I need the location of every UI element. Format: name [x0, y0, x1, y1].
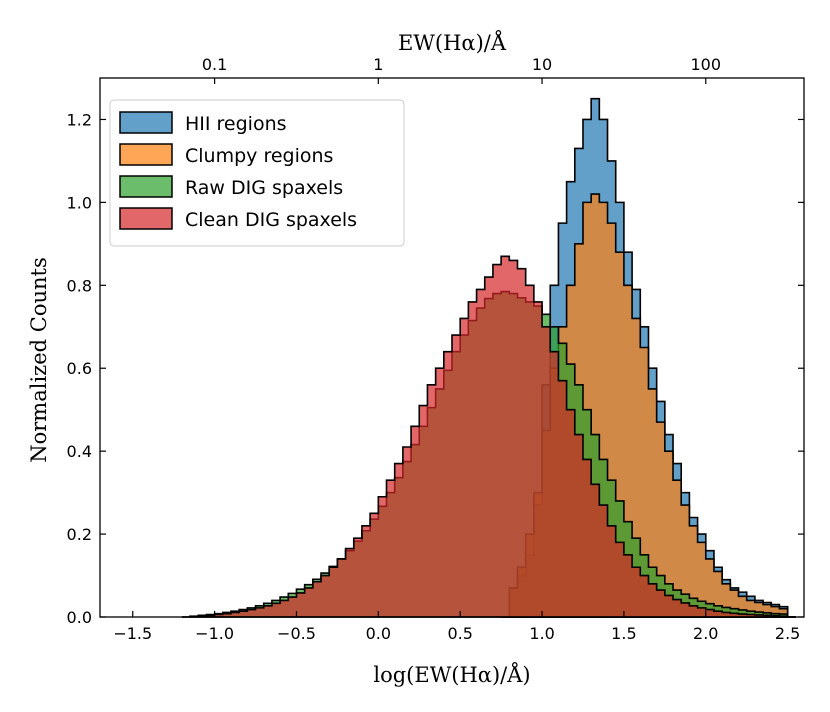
y-tick-label: 0.4	[67, 442, 92, 461]
legend-label: Clumpy regions	[185, 145, 333, 167]
y-tick-label: 1.2	[67, 110, 92, 129]
legend-swatch	[119, 143, 173, 166]
y-tick-label: 0.6	[67, 359, 92, 378]
x-tick-label: 2.5	[775, 624, 800, 643]
legend-label: Clean DIG spaxels	[185, 209, 357, 231]
x-tick-label: 1.0	[529, 624, 554, 643]
legend-swatch	[119, 175, 173, 198]
y-axis-title: Normalized Counts	[27, 257, 51, 463]
y-tick-label: 1.0	[67, 193, 92, 212]
x-tick-label: 0.5	[447, 624, 472, 643]
x-tick-label: 0.0	[366, 624, 391, 643]
y-tick-label: 0.2	[67, 525, 92, 544]
legend-swatch	[119, 207, 173, 230]
y-tick-label: 0.0	[67, 608, 92, 627]
x-tick-label: −0.5	[277, 624, 316, 643]
plot-area	[181, 97, 796, 618]
top-tick-label: 100	[690, 55, 721, 74]
legend-label: HII regions	[185, 113, 287, 135]
top-tick-label: 1	[373, 55, 383, 74]
x-tick-label: 2.0	[693, 624, 718, 643]
plot-frame	[99, 77, 805, 618]
top-tick-label: 10	[532, 55, 552, 74]
legend-label: Raw DIG spaxels	[185, 177, 343, 199]
legend-swatch	[119, 111, 173, 134]
series-clean-dig-spaxels-histogram	[181, 255, 796, 618]
x-tick-label: −1.0	[195, 624, 234, 643]
x-tick-label: −1.5	[113, 624, 152, 643]
y-tick-label: 0.8	[67, 276, 92, 295]
top-axis-title: EW(Hα)/Å	[398, 30, 507, 55]
legend: HII regions Clumpy regions Raw DIG spaxels…	[109, 99, 405, 247]
legend-box	[109, 99, 405, 247]
x-tick-label: 1.5	[611, 624, 636, 643]
top-tick-label: 0.1	[202, 55, 227, 74]
axis-ticks: −1.5 −1.0 −0.5 0.0 0.5 1.0 1.5 2.0 2.5 0.0 0.2 0.4 0…	[67, 55, 804, 643]
x-axis-title: log(EW(Hα)/Å)	[373, 662, 530, 687]
